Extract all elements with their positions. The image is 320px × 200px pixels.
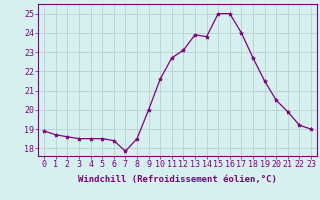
- X-axis label: Windchill (Refroidissement éolien,°C): Windchill (Refroidissement éolien,°C): [78, 175, 277, 184]
